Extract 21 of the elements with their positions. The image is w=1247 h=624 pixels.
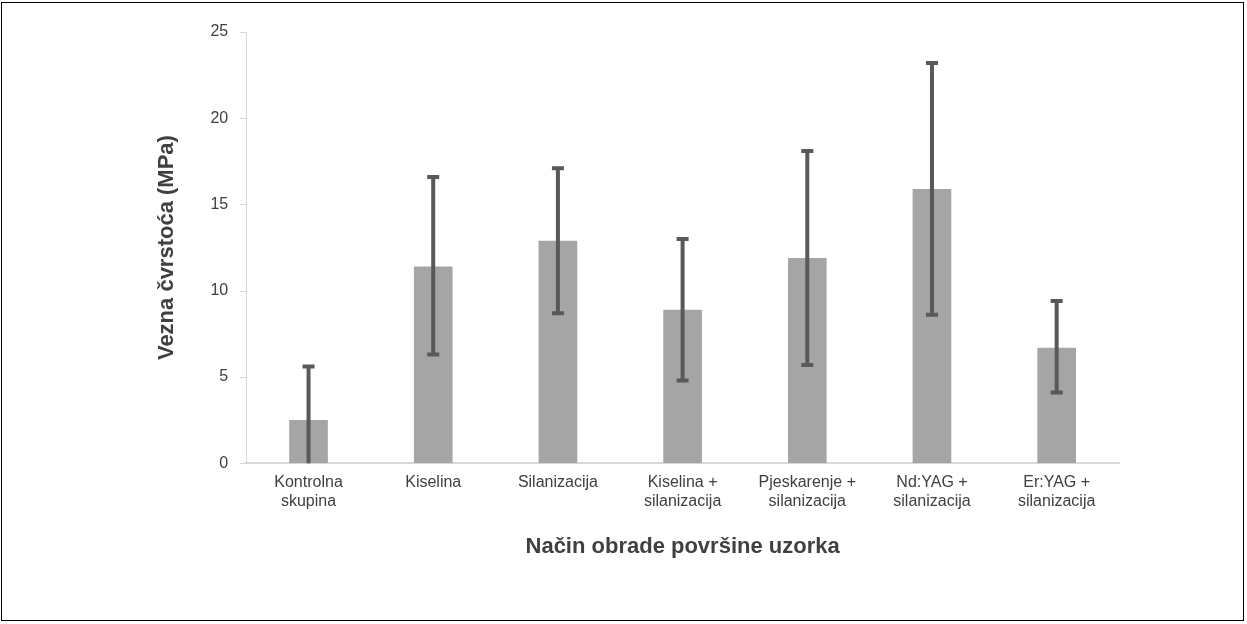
x-tick-label: Nd:YAG + silanizacija — [893, 473, 971, 510]
bar — [663, 309, 702, 464]
x-axis-title: Način obrade površine uzorka — [525, 532, 841, 558]
bar — [1037, 347, 1076, 464]
y-tick-label: 25 — [210, 22, 229, 40]
bar — [912, 188, 952, 464]
y-tick-label: 5 — [219, 367, 229, 385]
x-tick-label: Silanizacija — [517, 473, 599, 491]
bar — [538, 240, 578, 464]
x-tick-label: Pjeskarenje + silanizacija — [758, 473, 856, 510]
x-tick-label: Kontrolna skupina — [274, 473, 343, 510]
bar — [413, 266, 453, 464]
x-tick-label: Er:YAG + silanizacija — [1017, 473, 1096, 510]
bar — [787, 257, 827, 464]
y-tick-label: 15 — [210, 194, 229, 212]
y-tick-label: 10 — [210, 281, 229, 299]
x-tick-label: Kiselina — [405, 473, 462, 491]
x-tick-label: Kiselina + silanizacija — [643, 473, 722, 510]
y-axis-title: Vezna čvrstoća (MPa) — [153, 135, 179, 361]
y-tick-label: 20 — [210, 108, 229, 126]
y-tick-label: 0 — [219, 453, 229, 471]
